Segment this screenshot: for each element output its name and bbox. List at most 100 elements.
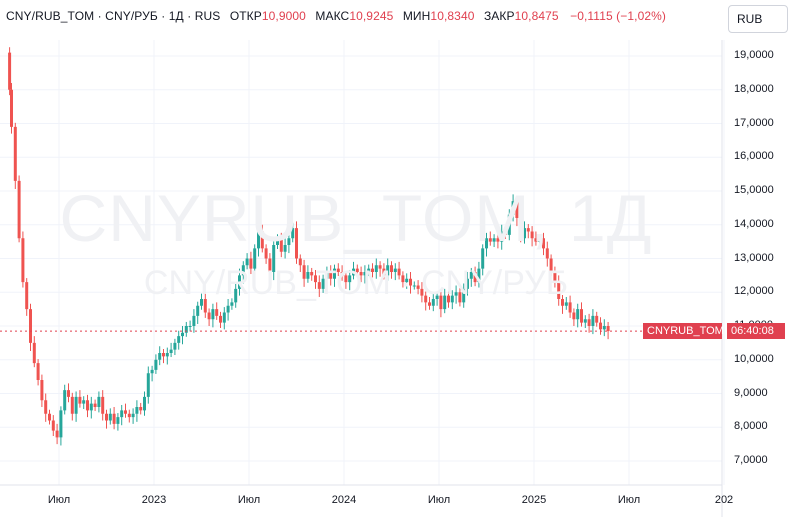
candle-body	[458, 292, 462, 303]
candle-body	[173, 342, 177, 350]
candle-body	[63, 390, 67, 411]
time-axis-label: Июл	[617, 494, 641, 506]
candle-body	[245, 258, 249, 266]
candle-body	[443, 295, 447, 310]
candle-body	[8, 52, 12, 90]
candle-body	[545, 248, 549, 259]
candle-body	[428, 302, 431, 306]
candle-body	[500, 231, 504, 242]
low-value: 10,8340	[430, 9, 475, 23]
candle-body	[241, 265, 245, 276]
candle-body	[158, 353, 162, 360]
candle-body	[17, 180, 21, 239]
high-label: МАКС	[315, 9, 350, 23]
candle-body	[485, 238, 488, 249]
candle-body	[572, 312, 576, 320]
candle-body	[602, 326, 606, 330]
candle-body	[564, 302, 568, 306]
candle-body	[264, 248, 268, 259]
candle-body	[51, 420, 55, 431]
candle-body	[219, 315, 222, 323]
candle-body	[530, 231, 534, 239]
candle-body	[321, 278, 325, 289]
candle-body	[473, 272, 477, 283]
change-value: −0,1115 (−1,02%)	[570, 9, 666, 23]
high-value: 10,9245	[349, 9, 394, 23]
currency-button[interactable]: RUB	[728, 5, 788, 33]
price-axis-label: 7,0000	[734, 454, 768, 466]
candle-body	[469, 272, 473, 279]
candle-body	[314, 275, 317, 283]
candle-body	[36, 363, 40, 380]
candle-body	[580, 309, 583, 323]
candle-body	[181, 332, 184, 337]
candle-body	[67, 390, 70, 397]
candle-body	[466, 278, 469, 289]
candle-body	[283, 245, 287, 252]
candle-body	[184, 326, 188, 333]
candle-body	[86, 400, 89, 411]
candle-body	[127, 413, 131, 418]
candle-body	[576, 309, 580, 320]
candle-body	[112, 413, 116, 424]
candle-body	[177, 336, 181, 343]
candle-body	[363, 272, 367, 276]
candle-body	[420, 288, 424, 296]
candle-body	[32, 342, 36, 364]
candle-body	[481, 248, 485, 269]
candle-body	[207, 312, 211, 320]
candle-body	[549, 258, 553, 272]
close-value: 10,8475	[514, 9, 559, 23]
time-axis-label: Июл	[47, 494, 71, 506]
price-axis-label: 12,0000	[734, 285, 774, 298]
candle-body	[108, 413, 112, 421]
candle-body	[78, 396, 82, 404]
candle-body	[325, 272, 329, 279]
candle-body	[386, 265, 390, 276]
price-axis-label: 8,0000	[734, 420, 768, 433]
time-axis-label: 2023	[141, 494, 167, 506]
candle-body	[196, 305, 200, 316]
candle-body	[25, 282, 29, 310]
price-axis-label: 10,0000	[734, 352, 774, 365]
price-axis-label: 14,0000	[734, 217, 774, 230]
price-axis-label: 19,0000	[734, 49, 774, 61]
candle-body	[70, 396, 74, 414]
candle-body	[336, 268, 340, 272]
candle-body	[306, 272, 310, 279]
candle-body	[359, 272, 363, 276]
open-value: 10,9000	[261, 9, 306, 23]
candle-body	[523, 228, 526, 239]
time-axis-label: 2024	[331, 494, 357, 506]
candle-body	[154, 359, 158, 370]
candle-body	[200, 299, 203, 306]
candle-body	[310, 272, 314, 276]
symbol-title[interactable]: CNY/RUB_TOM · CNY/РУБ · 1Д · RUS	[6, 9, 221, 23]
candle-body	[295, 228, 298, 259]
candle-body	[515, 201, 519, 218]
candle-body	[48, 413, 51, 421]
candle-body	[329, 272, 333, 279]
low-label: МИН	[402, 9, 431, 23]
candle-body	[553, 272, 557, 283]
candle-body	[542, 238, 545, 249]
candle-body	[272, 245, 276, 272]
candle-body	[150, 369, 154, 374]
candle-body	[101, 396, 105, 414]
candle-body	[105, 413, 108, 421]
candle-body	[82, 400, 86, 404]
candle-body	[405, 278, 409, 283]
candle-body	[496, 238, 500, 242]
candle-body	[29, 309, 32, 343]
candle-body	[302, 265, 306, 279]
candle-body	[454, 292, 458, 296]
candle-body	[591, 315, 595, 326]
candle-body	[374, 265, 378, 272]
candle-body	[226, 305, 230, 313]
candle-body	[462, 288, 466, 303]
candle-body	[268, 258, 272, 272]
candle-body	[10, 89, 13, 127]
candle-body	[378, 265, 382, 269]
candle-body	[135, 407, 139, 414]
